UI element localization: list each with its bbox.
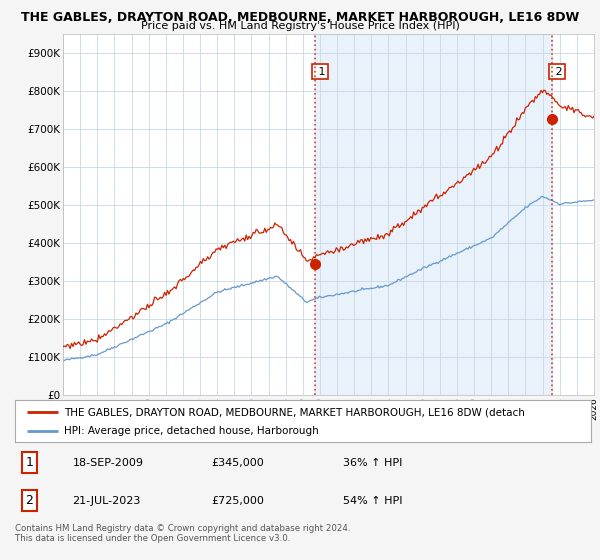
Text: 2: 2 (552, 67, 563, 77)
Text: THE GABLES, DRAYTON ROAD, MEDBOURNE, MARKET HARBOROUGH, LE16 8DW: THE GABLES, DRAYTON ROAD, MEDBOURNE, MAR… (21, 11, 579, 24)
Text: HPI: Average price, detached house, Harborough: HPI: Average price, detached house, Harb… (64, 426, 319, 436)
Text: 36% ↑ HPI: 36% ↑ HPI (343, 458, 403, 468)
Bar (315, 34, 552, 395)
Text: 18-SEP-2009: 18-SEP-2009 (73, 458, 143, 468)
Text: £725,000: £725,000 (211, 496, 264, 506)
Text: Price paid vs. HM Land Registry's House Price Index (HPI): Price paid vs. HM Land Registry's House … (140, 21, 460, 31)
Text: THE GABLES, DRAYTON ROAD, MEDBOURNE, MARKET HARBOROUGH, LE16 8DW (detach: THE GABLES, DRAYTON ROAD, MEDBOURNE, MAR… (64, 407, 525, 417)
Text: 54% ↑ HPI: 54% ↑ HPI (343, 496, 403, 506)
Text: 1: 1 (25, 456, 34, 469)
Text: 2: 2 (25, 494, 34, 507)
Text: 21-JUL-2023: 21-JUL-2023 (73, 496, 141, 506)
Text: £345,000: £345,000 (211, 458, 263, 468)
Text: Contains HM Land Registry data © Crown copyright and database right 2024.
This d: Contains HM Land Registry data © Crown c… (15, 524, 350, 543)
Text: 1: 1 (315, 67, 326, 77)
